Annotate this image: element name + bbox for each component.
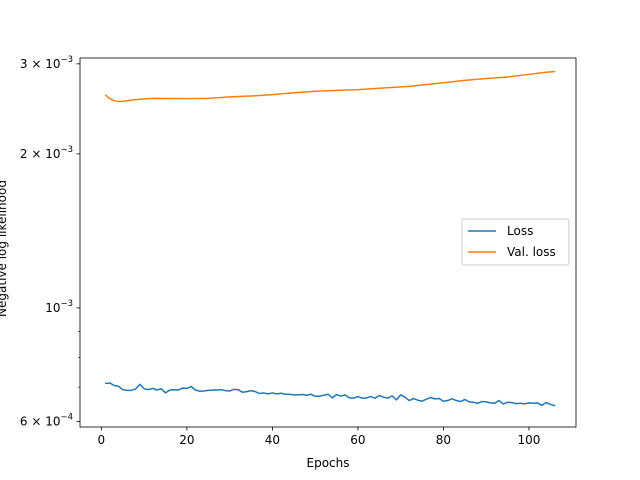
legend: Loss Val. loss xyxy=(461,218,570,266)
y-tick-label: 10−3 xyxy=(45,299,73,315)
plot-lines xyxy=(104,70,556,407)
x-tick-label: 80 xyxy=(436,433,451,447)
legend-label: Loss xyxy=(507,224,533,238)
x-tick-label: 100 xyxy=(518,433,541,447)
legend-label: Val. loss xyxy=(507,245,556,259)
x-tick-label: 20 xyxy=(179,433,194,447)
x-axis-label: Epochs xyxy=(307,456,350,470)
y-axis-label: Negative log likelihood xyxy=(0,180,9,317)
y-axis-ticks: 6 × 10−4 10−3 2 × 10−3 3 × 10−3 xyxy=(20,55,80,428)
x-tick-label: 0 xyxy=(98,433,106,447)
series-line-1 xyxy=(104,382,556,407)
x-tick-label: 60 xyxy=(350,433,365,447)
x-tick-label: 40 xyxy=(265,433,280,447)
x-axis-ticks: 0 20 40 60 80 100 xyxy=(98,427,541,447)
y-tick-label: 6 × 10−4 xyxy=(20,412,73,428)
y-tick-label: 2 × 10−3 xyxy=(20,145,73,161)
plot-frame xyxy=(79,57,577,428)
series-line-2 xyxy=(104,70,556,103)
y-tick-label: 3 × 10−3 xyxy=(20,55,73,71)
